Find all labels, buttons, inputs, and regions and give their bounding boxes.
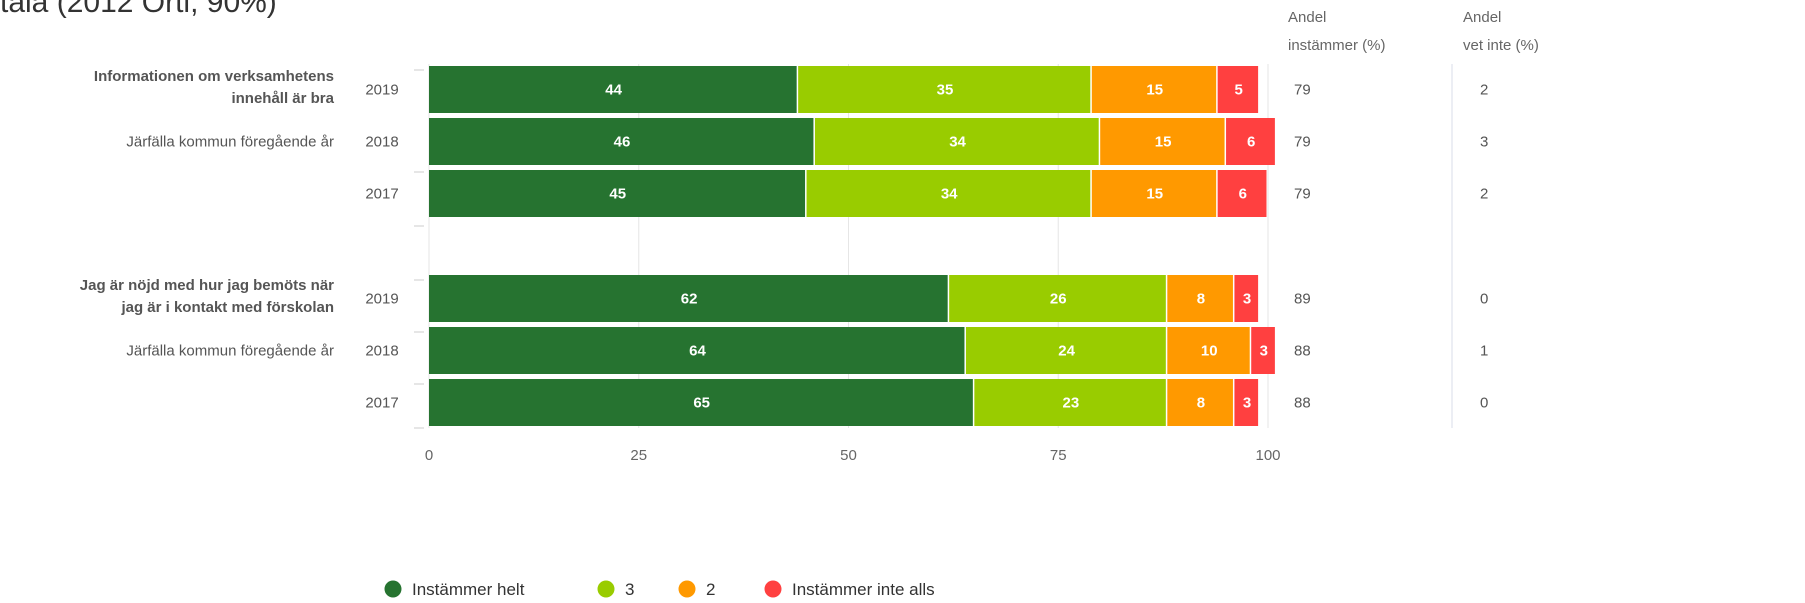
- agree-header-line1: Andel: [1288, 9, 1326, 26]
- agree-percent-value: 88: [1294, 395, 1311, 412]
- question-label-line2: jag är i kontakt med förskolan: [120, 299, 334, 316]
- bar-segment: [965, 327, 1166, 374]
- dontknow-percent-value: 0: [1480, 291, 1488, 308]
- bar-segment: [1167, 275, 1233, 322]
- year-label: 2019: [365, 82, 398, 99]
- segment-value-label: 46: [614, 134, 631, 151]
- agree-header-line2: instämmer (%): [1288, 37, 1386, 54]
- dontknow-percent-value: 1: [1480, 343, 1488, 360]
- segment-value-label: 65: [693, 395, 710, 412]
- agree-percent-value: 88: [1294, 343, 1311, 360]
- segment-value-label: 8: [1197, 291, 1205, 308]
- segment-value-label: 34: [949, 134, 966, 151]
- segment-value-label: 3: [1243, 395, 1251, 412]
- bar-segment: [1167, 379, 1233, 426]
- segment-value-label: 35: [937, 82, 954, 99]
- agree-percent-value: 89: [1294, 291, 1311, 308]
- year-label: 2018: [365, 343, 398, 360]
- segment-value-label: 6: [1247, 134, 1255, 151]
- dontknow-percent-value: 2: [1480, 186, 1488, 203]
- segment-value-label: 3: [1260, 343, 1268, 360]
- segment-value-label: 3: [1243, 291, 1251, 308]
- bar-segment: [1217, 66, 1259, 113]
- dontknow-percent-value: 2: [1480, 82, 1488, 99]
- bar-segment: [806, 170, 1091, 217]
- segment-value-label: 6: [1239, 186, 1247, 203]
- comparison-label: Järfälla kommun föregående år: [126, 134, 334, 151]
- segment-value-label: 10: [1201, 343, 1218, 360]
- segment-value-label: 5: [1234, 82, 1242, 99]
- bar-segment: [429, 327, 965, 374]
- segment-value-label: 34: [941, 186, 958, 203]
- segment-value-label: 15: [1146, 82, 1163, 99]
- segment-value-label: 26: [1050, 291, 1067, 308]
- agree-percent-value: 79: [1294, 134, 1311, 151]
- labels-layer: Informationen om verksamhetens innehåll ä…: [80, 68, 1268, 412]
- bar-segment: [814, 118, 1099, 165]
- legend-marker: [678, 580, 696, 598]
- segment-value-label: 15: [1146, 186, 1163, 203]
- year-label: 2018: [365, 134, 398, 151]
- legend-label: 3: [625, 580, 634, 599]
- segment-value-label: 24: [1058, 343, 1075, 360]
- legend-marker: [597, 580, 615, 598]
- bar-segment: [1234, 275, 1259, 322]
- bar-segment: [949, 275, 1166, 322]
- dontknow-percent-value: 3: [1480, 134, 1488, 151]
- bar-segment: [1091, 66, 1217, 113]
- year-label: 2017: [365, 186, 398, 203]
- legend-label: 2: [706, 580, 715, 599]
- bar-segment: [1251, 327, 1275, 374]
- bars-layer: [429, 66, 1275, 426]
- segment-value-label: 45: [609, 186, 626, 203]
- comparison-label: Järfälla kommun föregående år: [126, 343, 334, 360]
- question-label-line2: innehåll är bra: [231, 90, 334, 107]
- chart-title-fragment: tala (2012 Ortl, 90%): [0, 0, 277, 19]
- segment-value-label: 64: [689, 343, 706, 360]
- legend-marker: [764, 580, 782, 598]
- x-tick-label-100: 100: [1255, 447, 1280, 464]
- segment-value-label: 23: [1062, 395, 1079, 412]
- bar-segment: [1091, 170, 1217, 217]
- dontknow-header-line2: vet inte (%): [1463, 37, 1539, 54]
- bar-segment: [974, 379, 1166, 426]
- bar-segment: [429, 275, 948, 322]
- question-label-line1: Informationen om verksamhetens: [94, 68, 334, 85]
- x-tick-label-75: 75: [1050, 447, 1067, 464]
- legend: Instämmer helt 3 2 Instämmer inte alls: [384, 580, 935, 599]
- x-tick-label-50: 50: [840, 447, 857, 464]
- bar-segment: [798, 66, 1091, 113]
- agree-percent-value: 79: [1294, 82, 1311, 99]
- legend-label: Instämmer inte alls: [792, 580, 935, 599]
- x-tick-label-25: 25: [630, 447, 647, 464]
- bar-segment: [429, 66, 797, 113]
- bar-segment: [1234, 379, 1259, 426]
- segment-value-label: 62: [681, 291, 698, 308]
- year-label: 2019: [365, 291, 398, 308]
- dontknow-percent-value: 0: [1480, 395, 1488, 412]
- legend-label: Instämmer helt: [412, 580, 525, 599]
- bar-segment: [1217, 170, 1267, 217]
- bar-segment: [1167, 327, 1250, 374]
- bar-segment: [429, 379, 973, 426]
- side-columns: 79 2 79 3 79 2 89 0 88 1 88 0 Andel instämmer (%) Ande…: [1288, 9, 1539, 428]
- dontknow-header-line1: Andel: [1463, 9, 1501, 26]
- legend-marker: [384, 580, 402, 598]
- segment-value-label: 15: [1155, 134, 1172, 151]
- bar-segment: [1100, 118, 1225, 165]
- x-tick-label-0: 0: [425, 447, 433, 464]
- bar-segment: [429, 118, 814, 165]
- agree-percent-value: 79: [1294, 186, 1311, 203]
- segment-value-label: 8: [1197, 395, 1205, 412]
- segment-value-label: 44: [605, 82, 622, 99]
- year-label: 2017: [365, 395, 398, 412]
- bar-segment: [1226, 118, 1275, 165]
- bar-segment: [429, 170, 806, 217]
- question-label-line1: Jag är nöjd med hur jag bemöts när: [80, 277, 334, 294]
